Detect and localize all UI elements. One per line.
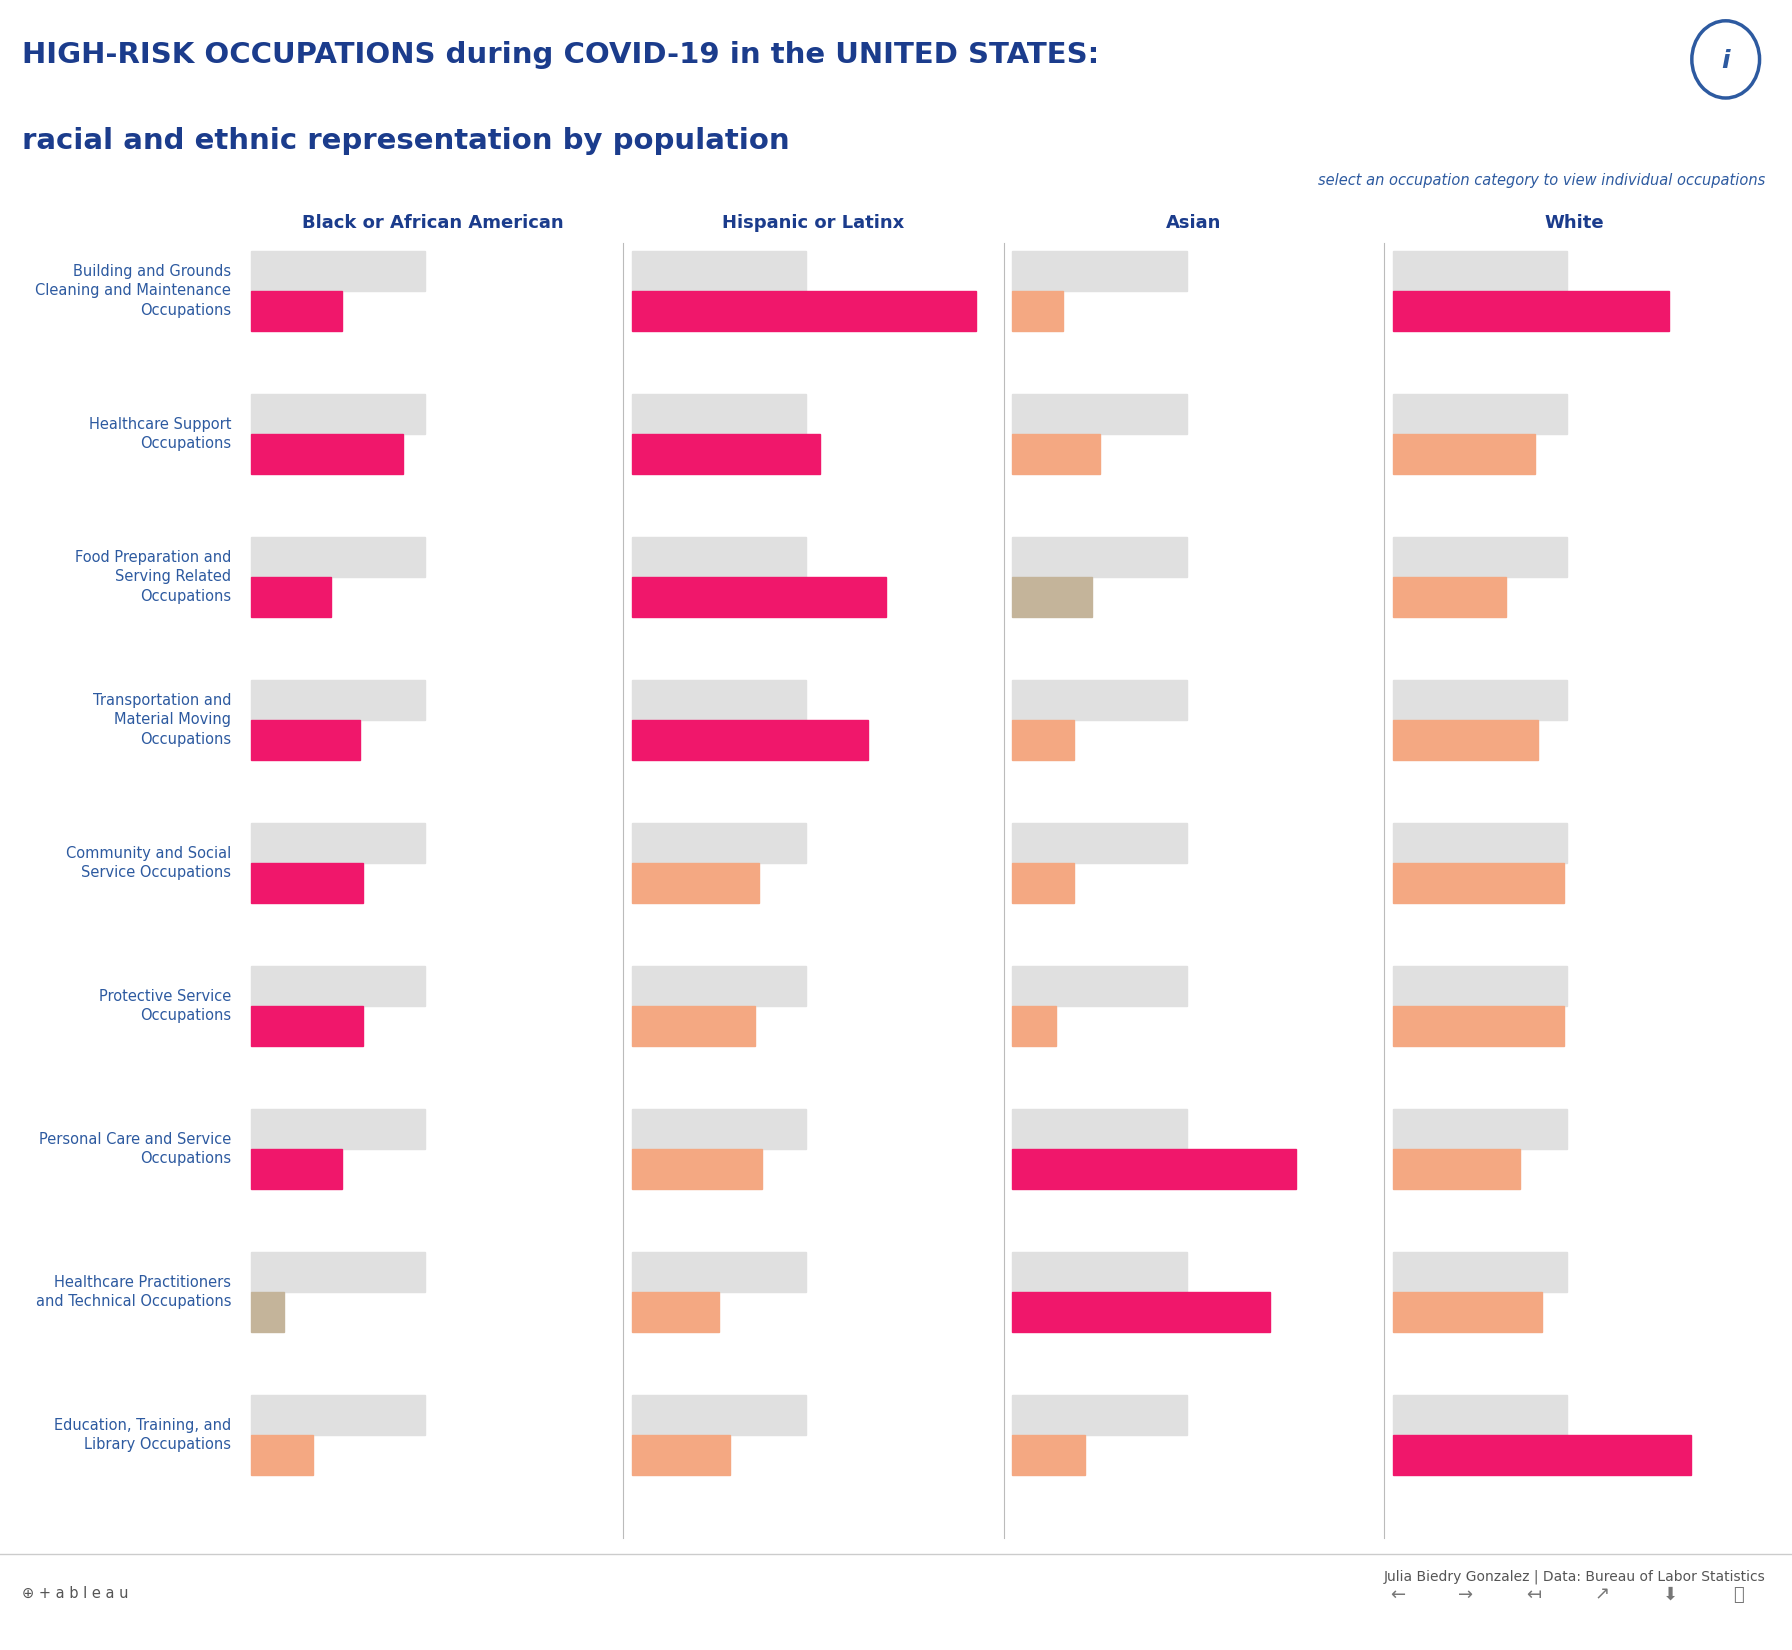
Text: Transportation and
Material Moving
Occupations: Transportation and Material Moving Occup… [93,693,231,746]
Text: ←: ← [1391,1586,1405,1604]
Text: Education, Training, and
Library Occupations: Education, Training, and Library Occupat… [54,1417,231,1452]
Text: Julia Biedry Gonzalez | Data: Bureau of Labor Statistics: Julia Biedry Gonzalez | Data: Bureau of … [1383,1569,1765,1584]
Text: Community and Social
Service Occupations: Community and Social Service Occupations [66,846,231,879]
Text: Personal Care and Service
Occupations: Personal Care and Service Occupations [39,1132,231,1167]
Text: ⛶: ⛶ [1733,1586,1744,1604]
Circle shape [1692,21,1760,97]
Text: Food Preparation and
Serving Related
Occupations: Food Preparation and Serving Related Occ… [75,549,231,604]
Text: →: → [1459,1586,1473,1604]
Text: select an occupation category to view individual occupations: select an occupation category to view in… [1317,173,1765,188]
Text: racial and ethnic representation by population: racial and ethnic representation by popu… [22,127,788,155]
Text: White: White [1545,214,1604,233]
Text: Asian: Asian [1167,214,1222,233]
Text: ⊕ + a b l e a u: ⊕ + a b l e a u [22,1586,127,1600]
Text: Building and Grounds
Cleaning and Maintenance
Occupations: Building and Grounds Cleaning and Mainte… [36,264,231,317]
Text: ↤: ↤ [1527,1586,1541,1604]
Text: Hispanic or Latinx: Hispanic or Latinx [722,214,905,233]
Text: Black or African American: Black or African American [301,214,563,233]
Text: Healthcare Practitioners
and Technical Occupations: Healthcare Practitioners and Technical O… [36,1275,231,1308]
Text: i: i [1722,50,1729,73]
Text: ⬇: ⬇ [1663,1586,1677,1604]
Text: Healthcare Support
Occupations: Healthcare Support Occupations [88,417,231,450]
Text: ↗: ↗ [1595,1586,1609,1604]
Text: Protective Service
Occupations: Protective Service Occupations [99,988,231,1023]
Text: HIGH-RISK OCCUPATIONS during COVID-19 in the UNITED STATES:: HIGH-RISK OCCUPATIONS during COVID-19 in… [22,41,1098,69]
